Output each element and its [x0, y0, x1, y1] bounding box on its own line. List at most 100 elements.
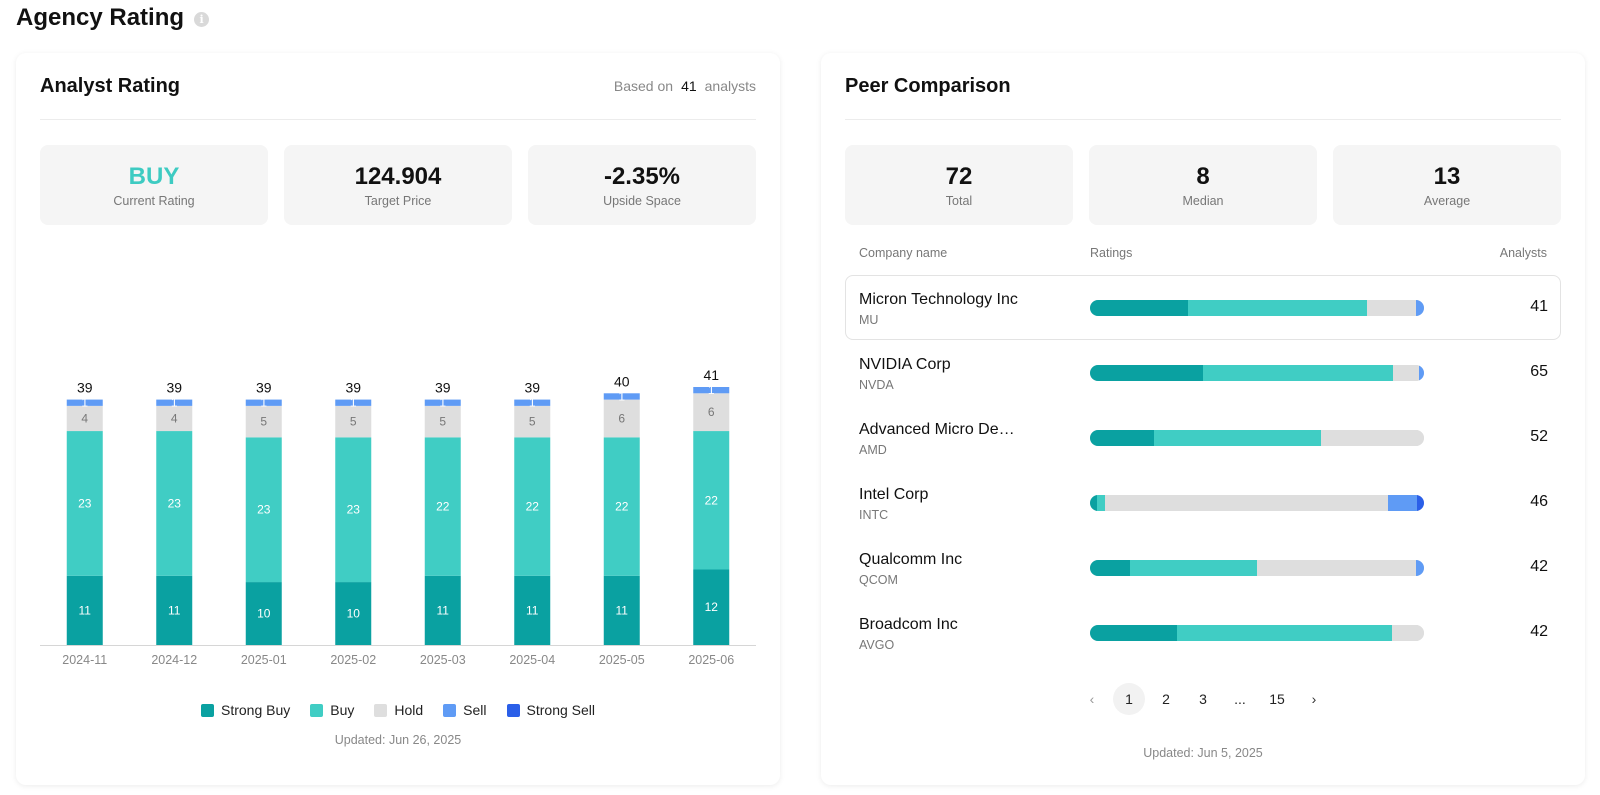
company-ticker: AVGO — [859, 638, 895, 652]
rating-bar — [1090, 300, 1424, 316]
bar-segment-label: 5 — [439, 415, 446, 429]
legend-swatch — [310, 703, 324, 717]
rating-segment-buy — [1177, 625, 1393, 641]
bar-segment-label: 11 — [437, 603, 450, 617]
bar-segment-strong_buy — [693, 569, 730, 645]
x-tick-label: 2025-05 — [599, 653, 645, 667]
upside-space-stat: -2.35% Upside Space — [528, 145, 756, 225]
legend-item-hold[interactable]: Hold — [374, 702, 423, 718]
rating-segment-hold — [1393, 365, 1419, 381]
page-1-button[interactable]: 1 — [1113, 683, 1145, 715]
analyst-count: 42 — [1530, 558, 1548, 575]
bar-segment-hold — [424, 405, 461, 438]
analyst-count: 65 — [1530, 363, 1548, 380]
bar-segment-label: 11 — [526, 603, 539, 617]
rating-bar — [1090, 560, 1424, 576]
based-on-prefix: Based on — [613, 78, 674, 94]
bar-segment-label: 1 — [81, 396, 88, 410]
average-stat: 13 Average — [1333, 145, 1561, 225]
bar-segment-label: 1 — [350, 396, 357, 410]
peer-stats: 72 Total 8 Median 13 Average — [845, 145, 1561, 225]
bar-segment-label: 11 — [168, 603, 181, 617]
total-stat: 72 Total — [845, 145, 1073, 225]
bar-segment-hold — [693, 393, 730, 432]
legend-item-sell[interactable]: Sell — [443, 702, 487, 718]
analyst-count: 42 — [1530, 623, 1548, 640]
bar-segment-label: 4 — [81, 411, 88, 425]
company-ticker: NVDA — [859, 378, 894, 392]
rating-segment-hold — [1366, 300, 1416, 316]
column-ratings: Ratings — [1090, 246, 1133, 260]
bar-segment-sell — [335, 399, 372, 406]
median-value: 8 — [1196, 162, 1210, 190]
company-name: Broadcom Inc — [859, 616, 958, 633]
legend-swatch — [374, 703, 388, 717]
table-row[interactable]: Intel Corp INTC 46 — [845, 470, 1561, 535]
page-15-button[interactable]: 15 — [1269, 691, 1285, 707]
bar-segment-label: 11 — [79, 603, 92, 617]
target-price-label: Target Price — [364, 193, 432, 208]
bar-segment-strong_buy — [514, 575, 551, 645]
bar-segment-sell — [66, 399, 103, 406]
company-name: Advanced Micro De… — [859, 421, 1015, 438]
chart-legend: Strong Buy Buy Hold Sell Strong Sell — [16, 702, 780, 718]
next-page-button[interactable]: › — [1311, 691, 1317, 707]
upside-space-label: Upside Space — [603, 193, 681, 208]
upside-space-value: -2.35% — [603, 162, 681, 190]
bar-total-label: 41 — [703, 367, 719, 383]
current-rating-stat: BUY Current Rating — [40, 145, 268, 225]
company-ticker: QCOM — [859, 573, 898, 587]
bar-segment-buy — [424, 437, 461, 576]
page-2-button[interactable]: 2 — [1162, 691, 1170, 707]
bar-total-label: 39 — [524, 380, 540, 396]
bar-segment-label: 23 — [78, 496, 92, 510]
table-row[interactable]: Broadcom Inc AVGO 42 — [845, 600, 1561, 665]
bar-segment-sell — [156, 399, 193, 406]
rating-segment-strong_buy — [1090, 430, 1155, 446]
legend-item-strong_buy[interactable]: Strong Buy — [200, 702, 291, 718]
prev-page-button[interactable]: ‹ — [1089, 691, 1095, 707]
bar-segment-label: 22 — [526, 500, 540, 514]
rating-segment-sell — [1415, 300, 1424, 316]
peer-updated-text: Updated: Jun 5, 2025 — [1143, 746, 1263, 760]
legend-item-buy[interactable]: Buy — [310, 702, 354, 718]
rating-segment-buy — [1097, 495, 1105, 511]
rating-segment-sell — [1416, 560, 1424, 576]
based-on-count: 41 — [681, 78, 697, 94]
bar-total-label: 39 — [77, 380, 93, 396]
legend-label: Strong Buy — [220, 702, 291, 718]
x-tick-label: 2025-04 — [509, 653, 555, 667]
bar-segment-hold — [66, 405, 103, 432]
analyst-rating-card: Analyst Rating Based on 41 analysts BUY Cu… — [16, 53, 780, 785]
based-on-analysts: Based on 41 analysts — [614, 78, 756, 94]
rating-bar — [1090, 365, 1424, 381]
company-ticker: AMD — [859, 443, 887, 457]
bar-segment-label: 23 — [257, 503, 271, 517]
info-icon[interactable]: i — [194, 12, 210, 27]
table-row[interactable]: Qualcomm Inc QCOM 42 — [845, 535, 1561, 600]
page-3-button[interactable]: 3 — [1199, 691, 1207, 707]
legend-label: Sell — [463, 702, 487, 718]
page-ellipsis: ... — [1234, 691, 1246, 707]
legend-item-strong_sell[interactable]: Strong Sell — [506, 702, 595, 718]
bar-segment-label: 6 — [708, 405, 715, 419]
bar-segment-hold — [514, 405, 551, 438]
table-row[interactable]: Micron Technology Inc MU 41 — [845, 275, 1561, 340]
bar-segment-buy — [245, 437, 282, 583]
legend-label: Hold — [394, 702, 424, 718]
bar-segment-buy — [156, 431, 193, 576]
bar-segment-label: 1 — [529, 396, 536, 410]
bar-segment-label: 12 — [705, 600, 719, 614]
table-row[interactable]: NVIDIA Corp NVDA 65 — [845, 340, 1561, 405]
bar-segment-label: 23 — [347, 503, 361, 517]
bar-segment-buy — [603, 437, 640, 576]
company-name: Micron Technology Inc — [859, 291, 1018, 308]
current-rating-label: Current Rating — [113, 193, 195, 208]
peer-table-body: Micron Technology Inc MU 41 NVIDIA Corp … — [845, 275, 1561, 665]
table-row[interactable]: Advanced Micro De… AMD 52 — [845, 405, 1561, 470]
target-price-stat: 124.904 Target Price — [284, 145, 512, 225]
based-on-suffix: analysts — [704, 78, 756, 94]
bar-segment-label: 1 — [171, 396, 178, 410]
rating-segment-buy — [1129, 560, 1257, 576]
bar-segment-label: 1 — [708, 383, 715, 397]
